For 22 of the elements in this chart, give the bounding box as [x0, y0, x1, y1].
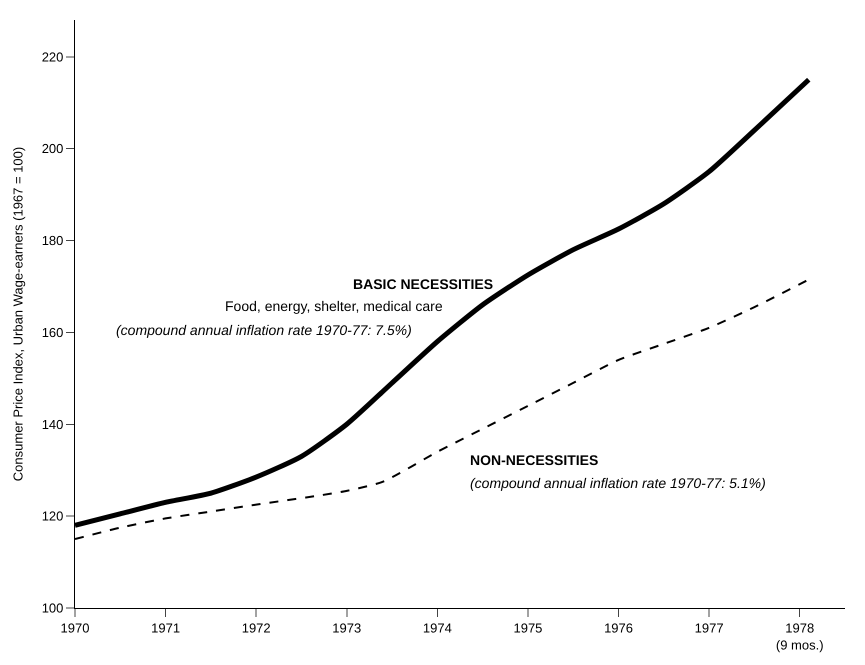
x-tick-label: 1970: [60, 620, 90, 636]
x-tick-label: 1976: [604, 620, 633, 636]
x-tick-label: 1978 (9 mos.): [776, 620, 824, 652]
x-tick-label: 1972: [242, 620, 271, 636]
x-tick-label: 1977: [694, 620, 724, 636]
y-tick-label: 120: [42, 508, 64, 524]
y-tick-label: 200: [42, 141, 64, 156]
y-tick-label: 180: [42, 233, 64, 248]
y-tick-label: 140: [42, 416, 64, 432]
y-tick-label: 100: [42, 600, 64, 616]
annotation: (compound annual inflation rate 1970-77: 7.5%): [116, 322, 412, 338]
x-tick-label: 1975: [513, 620, 542, 636]
y-tick-label: 160: [42, 324, 64, 340]
annotation: (compound annual inflation rate 1970-77: 5.1%): [470, 475, 766, 491]
y-tick-label: 220: [42, 49, 64, 64]
x-tick-label: 1971: [151, 620, 180, 636]
series-label: NON-NECESSITIES: [470, 452, 598, 468]
annotation: Food, energy, shelter, medical care: [225, 298, 443, 314]
y-axis-title: Consumer Price Index, Urban Wage-earners (1967 = 100): [10, 146, 26, 482]
series-label: BASIC NECESSITIES: [353, 276, 494, 292]
x-tick-label: 1973: [332, 620, 362, 636]
x-tick-label: 1974: [422, 620, 452, 636]
